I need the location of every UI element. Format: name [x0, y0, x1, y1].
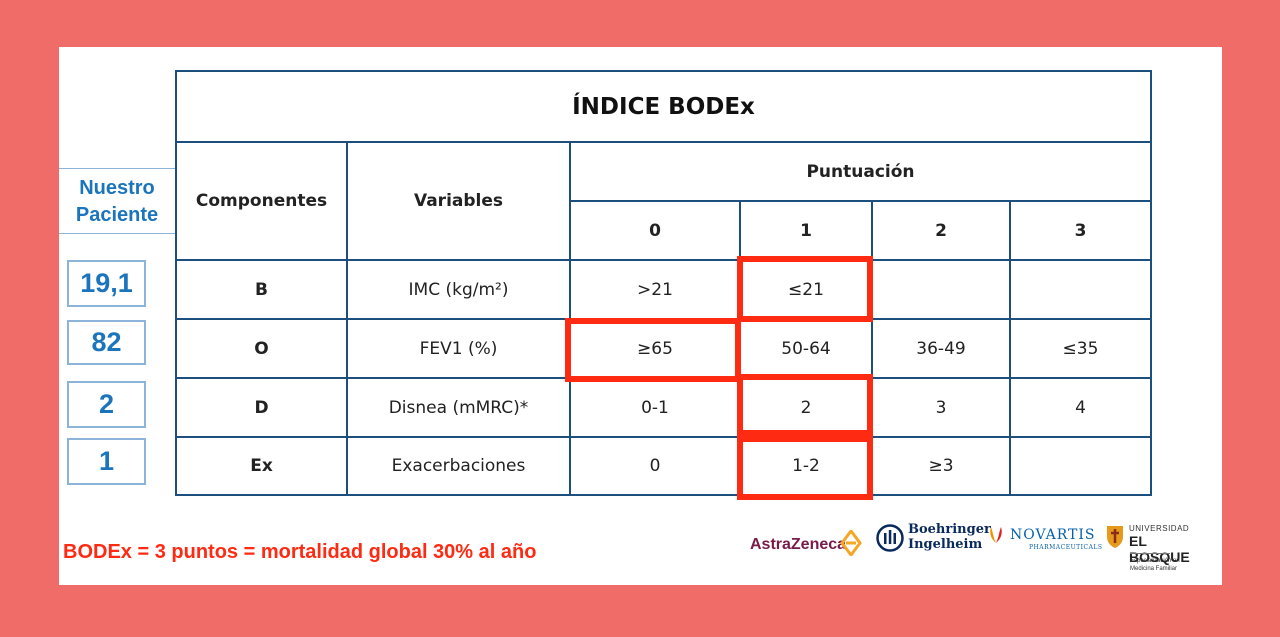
row-o-score-0: ≥65 [637, 338, 673, 359]
footer-result: BODEx = 3 puntos = mortalidad global 30%… [63, 541, 537, 563]
patient-value-b: 19,1 [67, 260, 146, 307]
header-score-3: 3 [1074, 220, 1087, 241]
row-ex-score-0: 0 [649, 456, 661, 476]
highlight-o-score-0 [565, 318, 741, 382]
patient-value-ex: 1 [67, 438, 146, 485]
header-componentes: Componentes [195, 191, 328, 211]
header-puntuacion: Puntuación [806, 161, 915, 182]
boehringer-line2: Ingelheim [908, 537, 983, 552]
row-d-score-3: 4 [1075, 397, 1086, 418]
patient-value-d: 2 [67, 381, 146, 428]
row-o-component: O [254, 338, 269, 359]
row-o-variable: FEV1 (%) [419, 338, 498, 359]
table-title: ÍNDICE BODEx [572, 93, 755, 120]
header-score-2: 2 [935, 220, 947, 241]
patient-value-o: 82 [67, 320, 146, 365]
el-bosque-crest-icon [1107, 526, 1123, 548]
astrazeneca-symbol-icon [840, 530, 862, 556]
row-b-variable: IMC (kg/m²) [408, 279, 509, 300]
patient-header-line1: Nuestro [79, 177, 155, 199]
el-bosque-divider [1130, 553, 1170, 554]
el-bosque-line1: UNIVERSIDAD [1129, 524, 1190, 533]
novartis-logo: NOVARTIS PHARMACEUTICALS [988, 524, 1102, 554]
boehringer-line1: Boehringer [908, 522, 991, 537]
boehringer-symbol-icon [876, 524, 904, 552]
row-b-score-2 [873, 261, 1009, 318]
row-b-score-3 [1011, 261, 1150, 318]
row-o-score-3: ≤35 [1062, 338, 1099, 359]
row-d-score-0: 0-1 [641, 397, 669, 418]
header-score-0: 0 [649, 220, 661, 241]
highlight-b-score-1 [737, 256, 873, 322]
novartis-text: NOVARTIS [1010, 527, 1096, 543]
row-ex-score-1: 1-2 [792, 456, 820, 476]
row-ex-score-2: ≥3 [928, 456, 954, 476]
row-b-score-1: ≤21 [788, 279, 824, 300]
row-ex-score-3 [1011, 438, 1150, 494]
highlight-ex-score-1 [737, 436, 873, 500]
universidad-el-bosque-logo: UNIVERSIDAD EL BOSQUE Especialización en… [1104, 521, 1208, 583]
row-o-score-2: 36-49 [916, 338, 966, 359]
row-b-component: B [255, 279, 268, 300]
row-d-variable: Disnea (mMRC)* [388, 397, 529, 418]
astrazeneca-logo: AstraZeneca [750, 530, 862, 556]
astrazeneca-text: AstraZeneca [750, 536, 847, 553]
el-bosque-sub2: Medicina Familiar [1130, 566, 1178, 572]
el-bosque-sub1: Especialización en [1130, 558, 1180, 564]
highlight-d-score-1 [737, 374, 873, 436]
novartis-subtext: PHARMACEUTICALS [1029, 544, 1103, 551]
patient-header: Nuestro Paciente [59, 168, 175, 234]
header-score-1: 1 [800, 220, 812, 241]
row-b-score-0: >21 [637, 279, 673, 300]
row-d-component: D [254, 397, 269, 418]
row-d-score-2: 3 [935, 397, 947, 418]
header-variables: Variables [413, 191, 504, 211]
novartis-flame-icon [990, 527, 1002, 543]
row-ex-component: Ex [250, 456, 273, 476]
row-d-score-1: 2 [800, 397, 812, 418]
patient-header-line2: Paciente [75, 204, 159, 226]
row-o-score-1: 50-64 [781, 338, 831, 359]
boehringer-logo: Boehringer Ingelheim [876, 521, 991, 555]
row-ex-variable: Exacerbaciones [391, 456, 526, 476]
